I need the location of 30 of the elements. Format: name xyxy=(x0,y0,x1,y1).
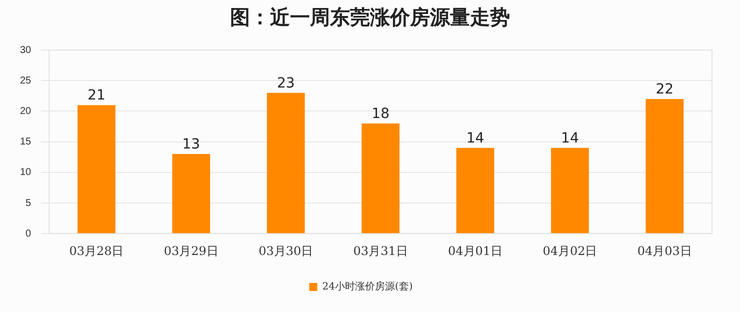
bar xyxy=(266,92,305,234)
bar xyxy=(456,148,494,234)
x-tick-label: 04月02日 xyxy=(542,244,598,258)
data-label: 13 xyxy=(182,136,200,153)
y-tick-label: 15 xyxy=(20,136,32,148)
y-tick-label: 5 xyxy=(26,198,32,209)
y-tick-label: 30 xyxy=(20,44,32,56)
bar xyxy=(551,148,589,234)
x-tick-label: 03月30日 xyxy=(258,244,314,258)
data-label: 22 xyxy=(656,82,674,98)
x-tick-label: 03月29日 xyxy=(164,244,218,258)
bar xyxy=(362,123,400,234)
y-tick-label: 25 xyxy=(20,75,32,86)
y-tick-label: 10 xyxy=(20,167,32,178)
bar xyxy=(78,105,116,234)
legend-label: 24小时涨价房源(套) xyxy=(322,280,413,293)
data-label: 21 xyxy=(88,88,106,104)
x-tick-label: 03月28日 xyxy=(69,244,124,258)
x-tick-label: 04月03日 xyxy=(637,244,692,258)
data-label: 18 xyxy=(372,106,390,122)
data-label: 14 xyxy=(466,130,484,147)
bar xyxy=(646,98,684,234)
y-tick-label: 20 xyxy=(20,106,32,117)
x-tick-label: 04月01日 xyxy=(448,244,503,258)
x-tick-label: 03月31日 xyxy=(353,244,408,258)
bar xyxy=(172,154,210,234)
data-label: 23 xyxy=(276,75,295,92)
data-label: 14 xyxy=(561,130,579,147)
y-tick-label: 0 xyxy=(26,228,32,240)
chart-title: 图：近一周东莞涨价房源量走势 xyxy=(229,4,511,31)
